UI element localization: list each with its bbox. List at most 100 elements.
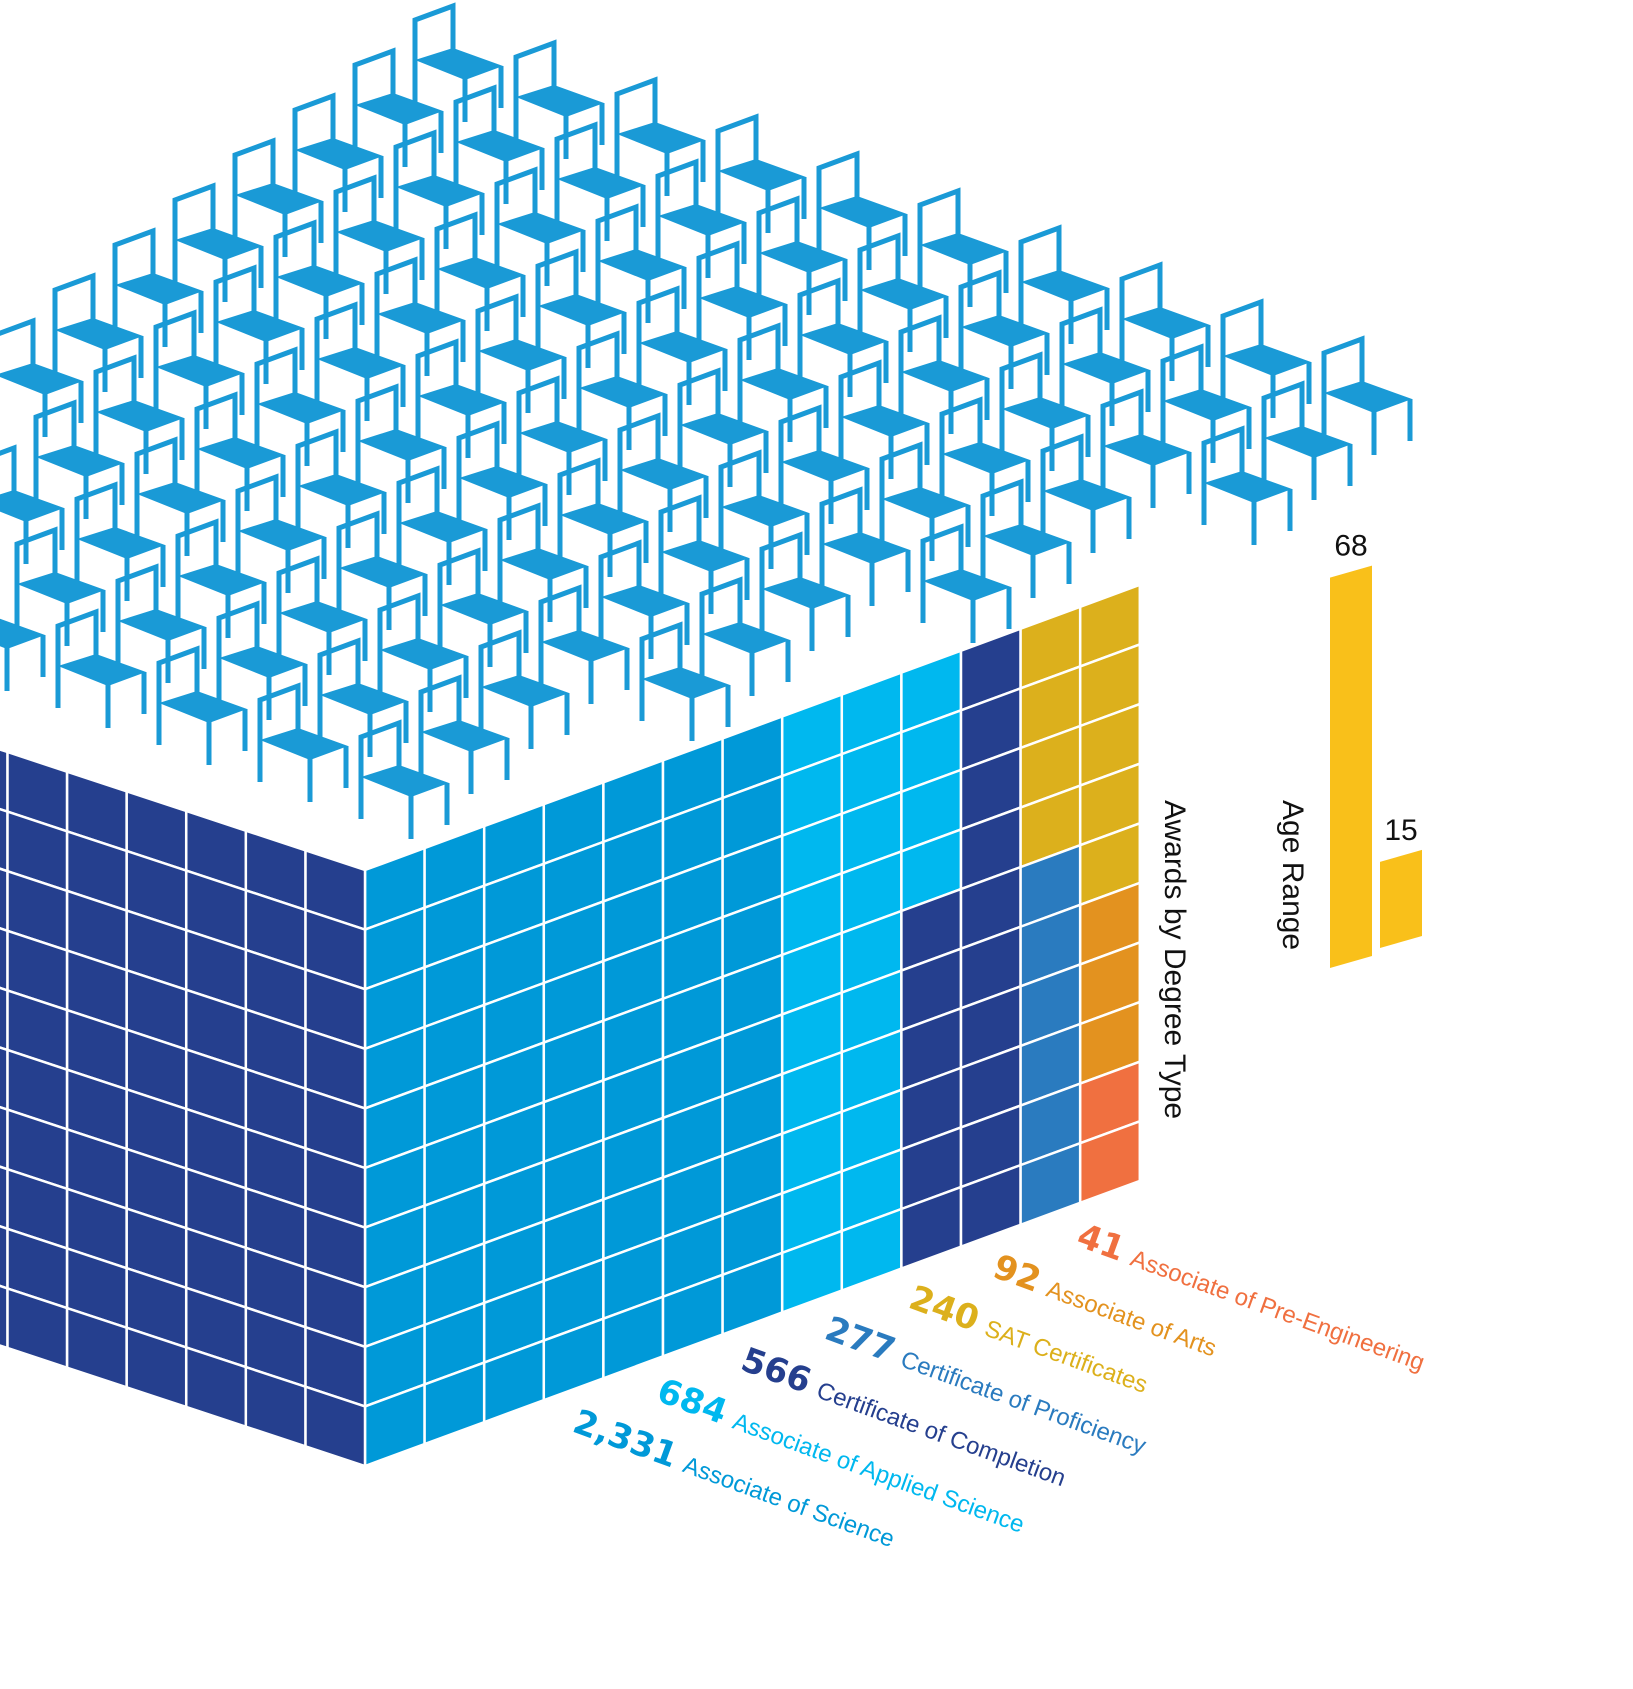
- chair-seat: [658, 204, 746, 236]
- chair: [0, 618, 46, 691]
- chair-seat: [396, 175, 484, 207]
- chair: [194, 391, 286, 511]
- chair-seat: [560, 503, 648, 535]
- chair: [52, 272, 144, 392]
- bar: [1380, 849, 1422, 948]
- chair-back: [314, 301, 358, 361]
- chair: [456, 420, 548, 540]
- chair-seat: [762, 577, 850, 609]
- chair-seat: [418, 384, 506, 416]
- chair-back: [358, 719, 402, 779]
- chair: [1119, 261, 1211, 381]
- chair-seat: [740, 368, 828, 400]
- chair: [412, 2, 504, 122]
- chair-back: [374, 256, 418, 316]
- chair-back: [576, 330, 620, 390]
- chair-seat: [680, 413, 768, 445]
- chair-seat: [1163, 389, 1251, 421]
- chair-back: [535, 248, 579, 308]
- chair: [639, 621, 731, 741]
- chair-back: [292, 92, 336, 152]
- chair-back: [655, 158, 699, 218]
- chair-seat: [17, 572, 105, 604]
- chair-back: [980, 478, 1024, 538]
- chair-seat: [317, 347, 405, 379]
- chair-back: [475, 293, 519, 353]
- chair-seat: [538, 294, 626, 326]
- chair-back: [434, 211, 478, 271]
- chair-back: [393, 129, 437, 189]
- chair: [478, 629, 570, 749]
- chair-seat: [279, 601, 367, 633]
- chair-back: [232, 137, 276, 197]
- chair-back: [153, 309, 197, 369]
- chair: [352, 47, 444, 167]
- chair-back: [377, 592, 421, 652]
- chair-back: [715, 113, 759, 173]
- value-label: 277: [820, 1309, 900, 1371]
- chair: [232, 137, 324, 257]
- chair-back: [396, 465, 440, 525]
- waffle-cell: [0, 1284, 9, 1350]
- chair-seat: [358, 429, 446, 461]
- chair-back: [920, 523, 964, 583]
- chair-back: [1201, 425, 1245, 485]
- chair-seat: [478, 339, 566, 371]
- chair-seat: [355, 93, 443, 125]
- chair: [33, 399, 125, 519]
- category-name: Associate of Applied Science: [729, 1408, 1028, 1539]
- chair-seat: [1223, 344, 1311, 376]
- chair: [1018, 224, 1110, 344]
- value-label: 92: [988, 1247, 1046, 1301]
- chair: [377, 592, 469, 712]
- chair-seat: [781, 450, 869, 482]
- chair: [1261, 380, 1353, 500]
- chair: [257, 682, 349, 802]
- chair: [273, 219, 365, 339]
- chair-back: [939, 396, 983, 456]
- category-name: Associate of Pre-Engineering: [1127, 1245, 1428, 1377]
- chair-seat: [759, 241, 847, 273]
- chair-back: [194, 391, 238, 451]
- chair-back: [273, 219, 317, 279]
- chair: [617, 412, 709, 532]
- chair: [1160, 343, 1252, 463]
- chair: [759, 531, 851, 651]
- chair: [213, 264, 305, 384]
- chair-seat: [702, 622, 790, 654]
- chair-back: [1261, 380, 1305, 440]
- chair: [614, 76, 706, 196]
- chair-seat: [320, 683, 408, 715]
- chair-back: [213, 264, 257, 324]
- chair: [55, 608, 147, 728]
- chair-back: [74, 481, 118, 541]
- chair-back: [778, 404, 822, 464]
- chair-seat: [96, 400, 184, 432]
- chair-seat: [216, 310, 304, 342]
- chair: [0, 317, 84, 437]
- waffle-title: Awards by Degree Type: [1158, 800, 1191, 1119]
- chair: [797, 277, 889, 397]
- value-label: 684: [652, 1371, 732, 1433]
- chair-seat: [481, 675, 569, 707]
- chair: [980, 478, 1072, 598]
- chair-seat: [159, 691, 247, 723]
- chair: [235, 473, 327, 593]
- chair-back: [617, 412, 661, 472]
- chair-seat: [437, 257, 525, 289]
- chair-seat: [983, 524, 1071, 556]
- chair-seat: [819, 196, 907, 228]
- chair-seat: [0, 363, 83, 395]
- chair-seat: [639, 331, 727, 363]
- chair-back: [857, 232, 901, 292]
- chair-seat: [617, 122, 705, 154]
- chair-back: [336, 510, 380, 570]
- chair: [1220, 298, 1312, 418]
- chair-seat: [942, 442, 1030, 474]
- chair: [1100, 388, 1192, 508]
- chair: [538, 584, 630, 704]
- chair-seat: [175, 228, 263, 260]
- chair-back: [216, 600, 260, 660]
- chair: [333, 174, 425, 294]
- chair-seat: [519, 421, 607, 453]
